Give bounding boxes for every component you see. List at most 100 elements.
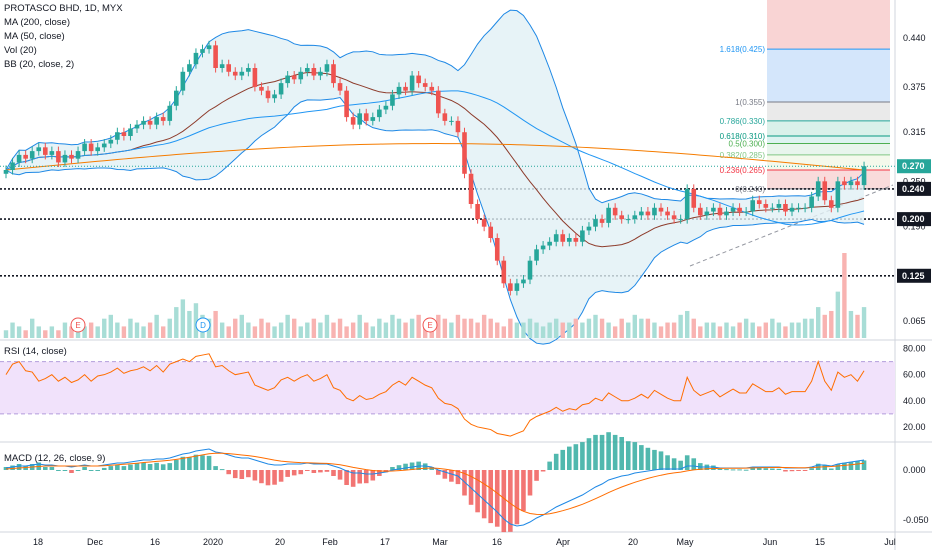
macd-histogram-bar	[475, 470, 480, 513]
event-marker-label: E	[75, 321, 80, 330]
macd-histogram-bar	[802, 470, 808, 471]
macd-histogram-bar	[331, 470, 336, 476]
macd-histogram-bar	[200, 455, 205, 470]
candle-body	[468, 173, 474, 204]
candle-body	[305, 68, 310, 72]
macd-histogram-bar	[121, 466, 127, 470]
volume-bar	[495, 322, 500, 338]
macd-histogram-bar	[835, 464, 841, 470]
candle-body	[88, 143, 94, 152]
macd-histogram-bar	[160, 464, 166, 470]
macd-histogram-bar	[311, 470, 317, 473]
macd-histogram-bar	[43, 467, 48, 470]
volume-bar	[750, 322, 755, 338]
volume-bar	[331, 322, 336, 338]
candle-body	[278, 83, 284, 95]
volume-bar	[324, 314, 330, 338]
macd-histogram-bar	[134, 463, 140, 470]
time-axis-tick: 16	[492, 537, 502, 547]
macd-histogram-bar	[573, 444, 579, 470]
candle-body	[141, 120, 146, 125]
candle-body	[239, 71, 245, 76]
volume-bar	[141, 326, 146, 338]
macd-histogram-bar	[639, 445, 644, 470]
bollinger-lower	[5, 96, 865, 345]
candle-body	[501, 260, 507, 284]
level-badge: 0.240	[902, 184, 925, 194]
macd-histogram-bar	[219, 469, 225, 471]
legend-symbol: PROTASCO BHD, 1D, MYX	[4, 3, 123, 14]
macd-histogram-bar	[265, 470, 271, 486]
macd-histogram-bar	[396, 465, 402, 470]
volume-bar	[789, 322, 795, 338]
volume-bar	[619, 318, 624, 338]
candle-body	[213, 45, 218, 68]
time-axis-tick: Apr	[556, 537, 570, 547]
volume-bar	[560, 322, 565, 338]
candle-body	[377, 109, 382, 118]
volume-bar	[691, 318, 696, 338]
candle-body	[770, 207, 775, 209]
candle-body	[75, 151, 81, 159]
candle-body	[724, 211, 729, 216]
volume-bar	[442, 318, 448, 338]
volume-bar	[121, 326, 127, 338]
macd-histogram-bar	[115, 464, 120, 470]
candle-body	[632, 215, 638, 220]
level-badge-bg	[897, 268, 931, 283]
volume-bar	[671, 322, 677, 338]
volume-bar	[809, 318, 814, 338]
price-axis-tick: 0.375	[903, 82, 926, 92]
volume-bar	[593, 314, 598, 338]
volume-bar	[344, 326, 349, 338]
candle-body	[82, 143, 87, 152]
candle-body	[416, 75, 421, 84]
volume-bar	[527, 318, 533, 338]
macd-histogram-bar	[232, 470, 238, 479]
volume-bar	[449, 322, 454, 338]
time-axis-tick: 17	[380, 537, 390, 547]
macd-histogram-bar	[593, 434, 598, 470]
level-badge: 0.125	[902, 271, 925, 281]
fib-zone	[767, 170, 890, 189]
volume-bar	[567, 322, 572, 338]
volume-bar	[652, 322, 657, 338]
macd-histogram-bar	[481, 470, 487, 519]
volume-bar	[554, 318, 559, 338]
candle-body	[370, 117, 376, 121]
time-axis-tick: Dec	[87, 537, 104, 547]
candle-body	[363, 113, 369, 121]
volume-bar	[167, 318, 172, 338]
rsi-line	[5, 353, 865, 437]
volume-bar	[383, 322, 389, 338]
candle-body	[665, 211, 670, 216]
volume-bar	[337, 318, 343, 338]
candle-body	[174, 90, 179, 106]
candle-body	[848, 181, 854, 186]
volume-bar	[364, 322, 369, 338]
fib-label: 0.236(0.265)	[720, 166, 766, 175]
macd-histogram-bar	[560, 449, 566, 470]
level-badge-bg	[897, 212, 931, 227]
volume-bar	[318, 322, 323, 338]
candle-body	[29, 151, 35, 159]
macd-histogram-bar	[167, 463, 173, 470]
volume-bar	[174, 307, 179, 338]
volume-bar	[508, 318, 513, 338]
volume-bar	[547, 322, 552, 338]
candle-body	[750, 200, 755, 212]
macd-histogram-bar	[403, 463, 408, 470]
macd-histogram-bar	[462, 470, 467, 496]
candle-body	[606, 207, 611, 223]
volume-bar	[154, 314, 159, 338]
candle-body	[652, 207, 657, 216]
macd-histogram-bar	[501, 470, 507, 533]
rsi-axis-tick: 60.00	[903, 370, 926, 380]
time-axis-tick: 16	[150, 537, 160, 547]
time-axis-tick: Jun	[763, 537, 778, 547]
volume-bar	[481, 314, 487, 338]
macd-histogram-bar	[357, 470, 362, 484]
volume-bar	[62, 322, 68, 338]
candle-body	[193, 52, 199, 65]
macd-histogram-bar	[278, 470, 284, 482]
